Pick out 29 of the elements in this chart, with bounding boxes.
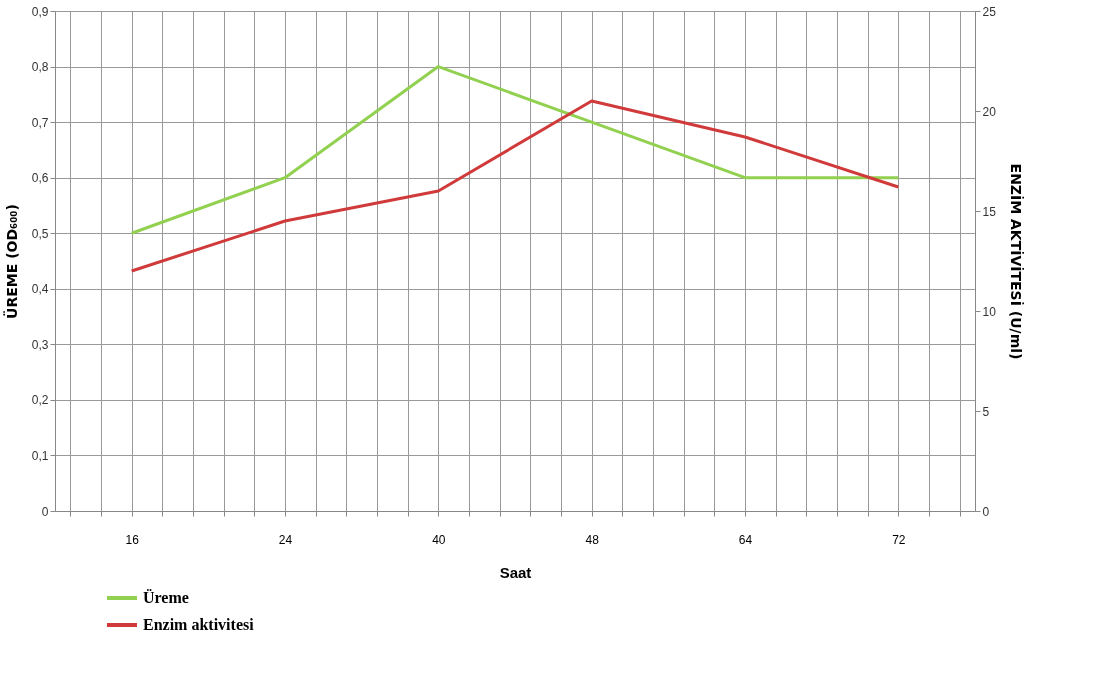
y-tick-label: 0,4 (31, 282, 49, 297)
y2-tick-label: 25 (982, 4, 997, 19)
legend-label: Üreme (143, 589, 189, 606)
x-tick-label: 48 (585, 532, 600, 547)
y-tick-label: 0,5 (31, 226, 49, 241)
x-axis-title: Saat (499, 563, 532, 581)
line-series (130, 65, 900, 235)
y-tick-label: 0,6 (31, 171, 49, 186)
y-tick-label: 0,7 (31, 115, 49, 130)
y2-tick-label: 15 (982, 204, 997, 219)
y2-tick-label: 20 (982, 104, 997, 119)
y2-tick-label: 0 (982, 504, 990, 519)
x-tick-label: 16 (125, 532, 140, 547)
line-series (130, 99, 900, 273)
x-tick-label: 24 (278, 532, 293, 547)
y2-axis-title: ENZİM AKTİVİTESİ (U/ml) (1007, 163, 1024, 360)
y-tick-label: 0 (41, 504, 49, 519)
x-tick-label: 40 (432, 532, 446, 547)
legend-label: Enzim aktivitesi (143, 616, 255, 633)
x-tick-label: 72 (892, 532, 906, 547)
y-tick-label: 0,9 (31, 4, 49, 19)
y2-tick-label: 5 (982, 404, 990, 419)
x-tick-label: 64 (738, 532, 753, 547)
y-axis-title: ÜREME (OD₆₀₀) (2, 204, 20, 319)
y-tick-label: 0,8 (31, 60, 49, 75)
y-tick-label: 0,3 (31, 337, 49, 352)
y-tick-label: 0,1 (31, 448, 49, 463)
y2-tick-label: 10 (982, 304, 997, 319)
y-tick-label: 0,2 (31, 393, 49, 408)
